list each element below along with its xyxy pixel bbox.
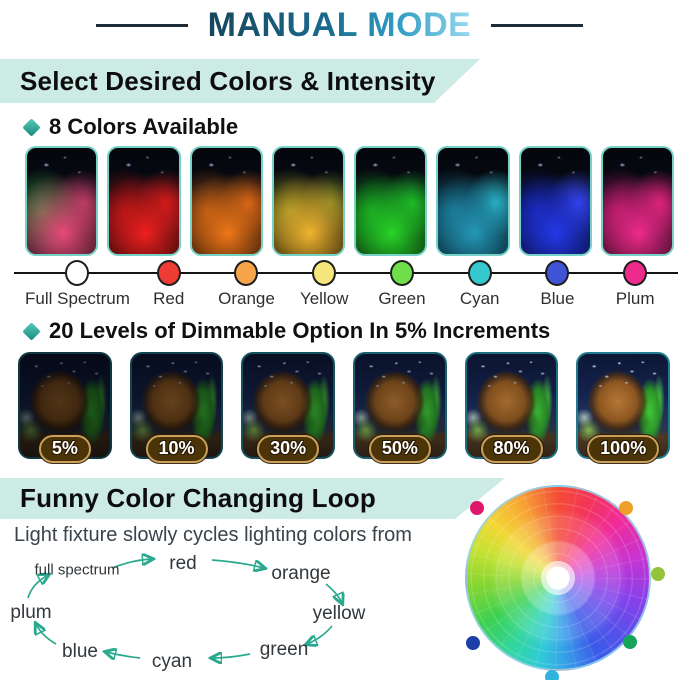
- dimming-photo-30: 30%: [241, 352, 336, 463]
- brightness-badge: 100%: [587, 435, 660, 463]
- brightness-badge: 30%: [257, 435, 320, 463]
- aquarium-photo-red: [107, 146, 181, 256]
- loop-node-yellow: yellow: [312, 603, 366, 624]
- color-label: Orange: [218, 289, 275, 308]
- wheel-dot-orange: [619, 501, 633, 515]
- brightness-badge: 50%: [368, 435, 431, 463]
- section-title-loop: Funny Color Changing Loop: [20, 483, 376, 513]
- loop-node-full-spectrum: full spectrum: [34, 561, 120, 579]
- aquarium-photo-orange: [189, 146, 263, 256]
- wheel-dot-magenta: [470, 501, 484, 515]
- color-stop-full-spectrum: Full Spectrum: [25, 260, 130, 310]
- header-rule-left: [95, 23, 188, 27]
- loop-arrows: [27, 552, 466, 680]
- color-stop-blue: Blue: [519, 260, 597, 310]
- dimming-photo-100: 100%: [576, 352, 671, 463]
- diamond-bullet-icon: [22, 117, 41, 137]
- color-scale: Full Spectrum Red Orange Yellow Green Cy…: [14, 260, 678, 310]
- color-dot: [65, 260, 90, 286]
- color-dot: [623, 260, 648, 286]
- color-stop-plum: Plum: [596, 260, 674, 310]
- color-dot: [389, 260, 414, 286]
- loop-description: Light fixture slowly cycles lighting col…: [14, 524, 412, 546]
- aquarium-photo-yellow: [271, 146, 345, 256]
- color-label: Plum: [615, 289, 655, 308]
- loop-node-blue: blue: [62, 641, 98, 662]
- color-label: Yellow: [299, 289, 349, 308]
- color-stop-green: Green: [363, 260, 441, 310]
- wheel-dot-yellow-green: [651, 567, 665, 581]
- loop-node-orange: orange: [271, 563, 331, 584]
- color-photos-row: [25, 146, 674, 256]
- dimming-photo-10: 10%: [129, 352, 224, 463]
- color-stop-cyan: Cyan: [441, 260, 519, 310]
- loop-node-plum: plum: [10, 602, 52, 623]
- loop-node-red: red: [169, 553, 197, 574]
- color-dot: [234, 260, 259, 286]
- aquarium-photo-blue: [518, 146, 592, 256]
- wheel-dot-blue: [466, 636, 480, 650]
- aquarium-photo: [353, 352, 447, 459]
- section-bar-select-colors: Select Desired Colors & Intensity: [0, 59, 480, 103]
- page-title: MANUAL MODE: [207, 5, 472, 44]
- color-label: Blue: [540, 289, 575, 308]
- color-scale-line: [14, 272, 678, 274]
- header: MANUAL MODE: [0, 6, 679, 44]
- color-label: Cyan: [459, 289, 500, 308]
- color-stop-yellow: Yellow: [285, 260, 363, 310]
- loop-node-cyan: cyan: [151, 651, 193, 672]
- aquarium-photo-cyan: [436, 146, 510, 256]
- brightness-badge: 10%: [145, 435, 208, 463]
- dimming-photo-50: 50%: [353, 352, 447, 463]
- aquarium-photo-plum: [600, 146, 674, 256]
- brightness-badge: 5%: [38, 435, 91, 463]
- section-title-select-colors: Select Desired Colors & Intensity: [20, 65, 436, 96]
- colors-heading-row: 8 Colors Available: [22, 114, 239, 140]
- dimming-heading-row: 20 Levels of Dimmable Option In 5% Incre…: [22, 318, 551, 344]
- color-dot: [312, 260, 337, 286]
- aquarium-photo-green: [354, 146, 428, 256]
- color-dot: [467, 260, 492, 286]
- colors-heading: 8 Colors Available: [49, 114, 239, 139]
- header-rule-right: [491, 23, 584, 27]
- color-wheel: [465, 485, 651, 671]
- color-dot: [545, 260, 570, 286]
- section-bar-loop: Funny Color Changing Loop: [0, 478, 505, 519]
- dimming-heading: 20 Levels of Dimmable Option In 5% Incre…: [49, 318, 551, 343]
- loop-node-green: green: [259, 639, 309, 660]
- wheel-dot-green: [623, 635, 637, 649]
- color-dot: [156, 260, 181, 286]
- brightness-badge: 80%: [480, 435, 543, 463]
- color-stop-red: Red: [130, 260, 208, 310]
- color-label: Red: [153, 289, 185, 308]
- dimming-photos-row: 5% 10% 30% 50% 80% 100%: [18, 352, 671, 463]
- wheel-dot-cyan: [545, 670, 559, 680]
- color-loop-diagram: full spectrum red orange yellow green cy…: [0, 552, 466, 680]
- dimming-photo-80: 80%: [464, 352, 559, 463]
- dimming-photo-5: 5%: [18, 352, 112, 463]
- color-stop-orange: Orange: [208, 260, 286, 310]
- diamond-bullet-icon: [22, 321, 41, 341]
- color-label: Green: [378, 289, 426, 308]
- aquarium-photo-full-spectrum: [25, 146, 99, 256]
- color-label: Full Spectrum: [25, 289, 130, 308]
